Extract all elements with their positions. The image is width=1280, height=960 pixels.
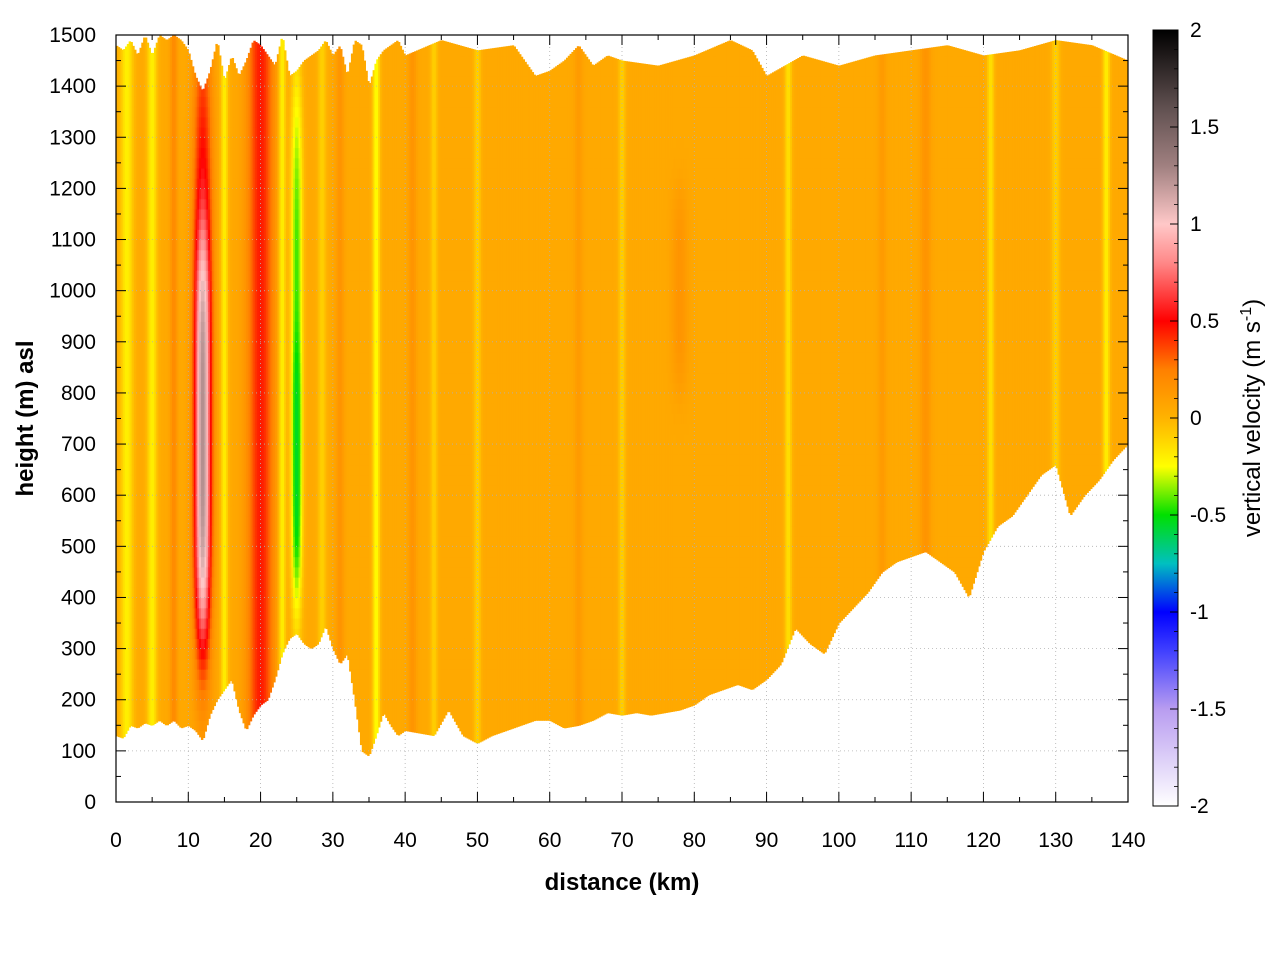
heatmap-cell	[147, 43, 149, 46]
heatmap-cell	[130, 42, 132, 46]
